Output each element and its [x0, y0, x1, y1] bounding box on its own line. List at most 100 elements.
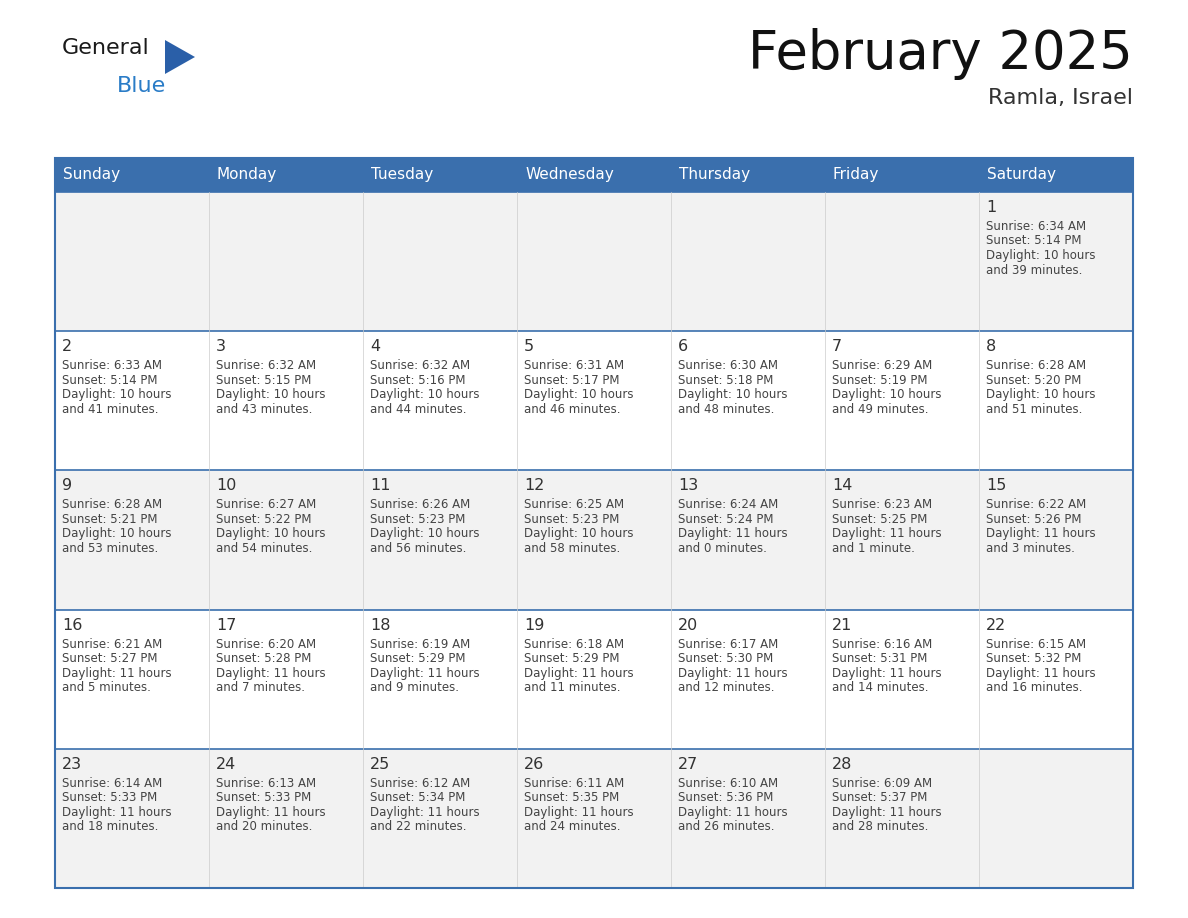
- Text: and 12 minutes.: and 12 minutes.: [678, 681, 775, 694]
- Text: 10: 10: [216, 478, 236, 493]
- Text: Sunset: 5:19 PM: Sunset: 5:19 PM: [832, 374, 928, 386]
- Text: and 1 minute.: and 1 minute.: [832, 542, 915, 554]
- Text: Sunday: Sunday: [63, 167, 120, 183]
- Text: Sunrise: 6:24 AM: Sunrise: 6:24 AM: [678, 498, 778, 511]
- Polygon shape: [165, 40, 195, 74]
- Text: 13: 13: [678, 478, 699, 493]
- Text: Daylight: 10 hours: Daylight: 10 hours: [986, 388, 1095, 401]
- Text: 22: 22: [986, 618, 1006, 633]
- Text: Sunrise: 6:32 AM: Sunrise: 6:32 AM: [369, 359, 470, 372]
- Text: and 9 minutes.: and 9 minutes.: [369, 681, 459, 694]
- Text: Sunset: 5:31 PM: Sunset: 5:31 PM: [832, 652, 928, 666]
- Text: Daylight: 10 hours: Daylight: 10 hours: [216, 528, 326, 541]
- Text: and 28 minutes.: and 28 minutes.: [832, 821, 928, 834]
- Text: and 7 minutes.: and 7 minutes.: [216, 681, 305, 694]
- Text: and 39 minutes.: and 39 minutes.: [986, 263, 1082, 276]
- Text: Daylight: 11 hours: Daylight: 11 hours: [524, 666, 633, 679]
- Bar: [55, 192, 1133, 331]
- Text: Daylight: 11 hours: Daylight: 11 hours: [832, 806, 942, 819]
- Text: February 2025: February 2025: [748, 28, 1133, 80]
- Text: Daylight: 10 hours: Daylight: 10 hours: [62, 388, 171, 401]
- Text: Sunrise: 6:20 AM: Sunrise: 6:20 AM: [216, 638, 316, 651]
- Text: 19: 19: [524, 618, 544, 633]
- Text: Sunrise: 6:10 AM: Sunrise: 6:10 AM: [678, 777, 778, 789]
- Text: and 58 minutes.: and 58 minutes.: [524, 542, 620, 554]
- Bar: [55, 158, 1133, 192]
- Text: Daylight: 10 hours: Daylight: 10 hours: [524, 388, 633, 401]
- Text: Daylight: 10 hours: Daylight: 10 hours: [62, 528, 171, 541]
- Text: Sunrise: 6:13 AM: Sunrise: 6:13 AM: [216, 777, 316, 789]
- Text: Thursday: Thursday: [680, 167, 750, 183]
- Text: 5: 5: [524, 339, 535, 354]
- Text: 8: 8: [986, 339, 997, 354]
- Text: 27: 27: [678, 756, 699, 772]
- Text: Sunset: 5:33 PM: Sunset: 5:33 PM: [62, 791, 157, 804]
- Text: Sunrise: 6:14 AM: Sunrise: 6:14 AM: [62, 777, 163, 789]
- Text: 18: 18: [369, 618, 391, 633]
- Text: Sunrise: 6:22 AM: Sunrise: 6:22 AM: [986, 498, 1086, 511]
- Text: and 48 minutes.: and 48 minutes.: [678, 403, 775, 416]
- Text: Daylight: 10 hours: Daylight: 10 hours: [524, 528, 633, 541]
- Text: General: General: [62, 38, 150, 58]
- Text: Sunset: 5:23 PM: Sunset: 5:23 PM: [524, 513, 619, 526]
- Text: and 43 minutes.: and 43 minutes.: [216, 403, 312, 416]
- Text: Daylight: 11 hours: Daylight: 11 hours: [62, 806, 171, 819]
- Text: Sunrise: 6:18 AM: Sunrise: 6:18 AM: [524, 638, 624, 651]
- Text: and 56 minutes.: and 56 minutes.: [369, 542, 467, 554]
- Text: 28: 28: [832, 756, 852, 772]
- Text: Sunrise: 6:31 AM: Sunrise: 6:31 AM: [524, 359, 624, 372]
- Text: Sunrise: 6:34 AM: Sunrise: 6:34 AM: [986, 220, 1086, 233]
- Text: Sunset: 5:30 PM: Sunset: 5:30 PM: [678, 652, 773, 666]
- Text: Sunset: 5:17 PM: Sunset: 5:17 PM: [524, 374, 619, 386]
- Text: 14: 14: [832, 478, 852, 493]
- Text: Sunset: 5:25 PM: Sunset: 5:25 PM: [832, 513, 928, 526]
- Text: Sunset: 5:35 PM: Sunset: 5:35 PM: [524, 791, 619, 804]
- Text: Daylight: 11 hours: Daylight: 11 hours: [832, 528, 942, 541]
- Bar: [55, 610, 1133, 749]
- Text: 12: 12: [524, 478, 544, 493]
- Text: Sunrise: 6:29 AM: Sunrise: 6:29 AM: [832, 359, 933, 372]
- Text: Daylight: 11 hours: Daylight: 11 hours: [986, 528, 1095, 541]
- Text: Sunset: 5:24 PM: Sunset: 5:24 PM: [678, 513, 773, 526]
- Text: Sunset: 5:37 PM: Sunset: 5:37 PM: [832, 791, 928, 804]
- Text: Wednesday: Wednesday: [525, 167, 614, 183]
- Text: Daylight: 10 hours: Daylight: 10 hours: [986, 249, 1095, 262]
- Text: Sunset: 5:15 PM: Sunset: 5:15 PM: [216, 374, 311, 386]
- Text: Monday: Monday: [217, 167, 277, 183]
- Text: and 20 minutes.: and 20 minutes.: [216, 821, 312, 834]
- Text: Daylight: 10 hours: Daylight: 10 hours: [369, 388, 480, 401]
- Text: Daylight: 11 hours: Daylight: 11 hours: [832, 666, 942, 679]
- Text: Sunset: 5:34 PM: Sunset: 5:34 PM: [369, 791, 466, 804]
- Text: Sunrise: 6:12 AM: Sunrise: 6:12 AM: [369, 777, 470, 789]
- Text: Daylight: 11 hours: Daylight: 11 hours: [216, 666, 326, 679]
- Text: and 3 minutes.: and 3 minutes.: [986, 542, 1075, 554]
- Text: Sunset: 5:20 PM: Sunset: 5:20 PM: [986, 374, 1081, 386]
- Bar: [55, 158, 1133, 888]
- Text: Friday: Friday: [833, 167, 879, 183]
- Text: Sunset: 5:14 PM: Sunset: 5:14 PM: [986, 234, 1081, 248]
- Text: and 53 minutes.: and 53 minutes.: [62, 542, 158, 554]
- Text: Daylight: 11 hours: Daylight: 11 hours: [62, 666, 171, 679]
- Text: 15: 15: [986, 478, 1006, 493]
- Text: Sunset: 5:29 PM: Sunset: 5:29 PM: [524, 652, 619, 666]
- Text: 16: 16: [62, 618, 82, 633]
- Text: 4: 4: [369, 339, 380, 354]
- Bar: [55, 749, 1133, 888]
- Text: and 44 minutes.: and 44 minutes.: [369, 403, 467, 416]
- Text: Sunrise: 6:16 AM: Sunrise: 6:16 AM: [832, 638, 933, 651]
- Text: Daylight: 11 hours: Daylight: 11 hours: [524, 806, 633, 819]
- Bar: [55, 470, 1133, 610]
- Text: Tuesday: Tuesday: [371, 167, 434, 183]
- Text: and 14 minutes.: and 14 minutes.: [832, 681, 929, 694]
- Bar: [55, 331, 1133, 470]
- Text: Sunrise: 6:28 AM: Sunrise: 6:28 AM: [986, 359, 1086, 372]
- Text: Sunrise: 6:19 AM: Sunrise: 6:19 AM: [369, 638, 470, 651]
- Text: 9: 9: [62, 478, 72, 493]
- Text: Sunrise: 6:28 AM: Sunrise: 6:28 AM: [62, 498, 162, 511]
- Text: 11: 11: [369, 478, 391, 493]
- Text: 2: 2: [62, 339, 72, 354]
- Text: Daylight: 10 hours: Daylight: 10 hours: [369, 528, 480, 541]
- Text: Sunset: 5:23 PM: Sunset: 5:23 PM: [369, 513, 466, 526]
- Text: Daylight: 11 hours: Daylight: 11 hours: [216, 806, 326, 819]
- Text: Daylight: 11 hours: Daylight: 11 hours: [369, 806, 480, 819]
